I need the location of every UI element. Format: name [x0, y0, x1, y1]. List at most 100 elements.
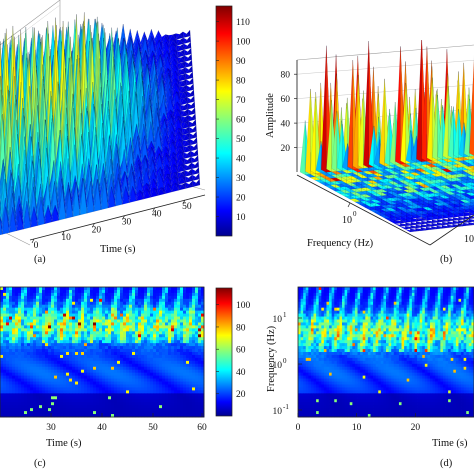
panel-a-surface-facet: [182, 31, 187, 39]
panel-b-surface-facet: [394, 223, 401, 227]
panel-a-surface-facet: [179, 37, 184, 45]
panel-a-colorbar-tick-label: 20: [236, 194, 246, 204]
panel-a-surface-facet: [170, 59, 175, 72]
panel-a-colorbar-tick-label: 80: [236, 77, 246, 87]
panel-a-surface-facet: [170, 64, 175, 78]
panel-a-surface-facet: [170, 53, 175, 66]
panel-b-freq-tick-0: 10 0: [342, 202, 357, 226]
panel-a-surface-facet: [183, 43, 188, 51]
panel-a-surface-facet: [184, 61, 189, 68]
panel-a-surface-facet: [169, 43, 174, 54]
panel-a-surface-facet: [141, 50, 146, 67]
panel-a-surface-facet: [177, 62, 186, 70]
panel-a-surface-facet: [171, 78, 176, 89]
panel-a-surface: [0, 12, 201, 236]
panel-a-surface-facet: [150, 61, 155, 95]
panel-a-surface-facet: [133, 30, 138, 51]
panel-a-colorbar-tick-label: 60: [236, 116, 246, 126]
panel-a-surface-facet: [159, 47, 164, 61]
panel-a-surface-facet: [134, 46, 139, 63]
panel-a-surface-facet: [185, 79, 190, 86]
panel-a-colorbar-tick-label: 100: [236, 38, 251, 48]
panel-b-surface-facet: [399, 226, 406, 230]
panel-c-heatmap-cell: [51, 287, 55, 291]
panel-a-surface-facet: [119, 23, 124, 54]
panel-a-surface-facet: [142, 55, 147, 79]
panel-a-surface-facet: [156, 55, 161, 69]
panel-a-surface-facet: [140, 36, 145, 55]
panel-c-heatmap-cell: [0, 287, 4, 291]
panel-a-surface-facet: [178, 69, 183, 76]
panel-b-z-ticks: 20 40 60 80: [281, 71, 297, 154]
panel-a-surface-facet: [141, 51, 146, 73]
panel-a-surface-facet: [147, 36, 152, 53]
panel-b-surface-facet: [404, 229, 411, 233]
panel-a-surface-facet: [171, 71, 176, 84]
panel-b-freq-tick-exp: 0: [353, 210, 357, 218]
panel-b-z-tick-label: 40: [281, 120, 291, 130]
panel-a-x-tick-label: 50: [182, 202, 192, 212]
panel-a-surface-facet: [149, 55, 154, 71]
panel-c-heatmap-cell: [78, 287, 82, 291]
panel-a-surface-facet: [176, 45, 181, 52]
panel-a-surface-facet: [186, 29, 191, 37]
panel-c-heatmap-cell: [75, 287, 79, 291]
panel-a-surface-facet: [188, 65, 193, 72]
panel-a-x-tick-label: 20: [92, 225, 102, 235]
panel-a-surface-facet: [163, 68, 168, 79]
panel-a-surface-facet: [166, 50, 171, 66]
panel-a-surface-facet: [157, 67, 162, 87]
panel-a-surface-facet: [187, 47, 192, 55]
panel-c-heatmap-cell: [27, 287, 31, 291]
panel-b-surface-facet: [416, 40, 422, 163]
panel-a-surface-facet: [177, 57, 182, 64]
panel-c-heatmap-cell: [72, 287, 76, 291]
panel-c-heatmap-cell: [57, 287, 61, 291]
panel-a-surface-facet: [153, 54, 158, 81]
panel-a-surface-facet: [156, 55, 161, 81]
panel-c-heatmap-cell: [18, 287, 22, 291]
panel-b-zlabel: Amplitude: [265, 93, 276, 138]
panel-a-surface-facet: [148, 37, 153, 59]
panel-c-heatmap-cell: [63, 287, 67, 291]
panel-b-surface-facet: [395, 46, 401, 165]
panel-a-surface-facet: [155, 39, 160, 57]
panel-c-heatmap-cell: [60, 287, 64, 291]
panel-a-surface-facet: [126, 28, 131, 52]
panel-b-z-tick-label: 20: [281, 144, 291, 154]
panel-a-surface-facet: [134, 43, 139, 74]
panel-b-z-tick-label: 80: [281, 71, 291, 81]
panel-a-surface-facet: [177, 62, 182, 70]
panel-c-heatmap-cell: [3, 287, 7, 291]
panel-a-surface-facet: [175, 33, 180, 40]
panel-a-surface-facet: [163, 56, 168, 73]
panel-a-surface-facet: [187, 53, 193, 61]
panel-c-heatmap-cell: [21, 287, 25, 291]
panel-a-surface-facet: [173, 49, 178, 58]
panel-a-surface-facet: [161, 36, 167, 50]
panel-b: 20 40 60 80 Amplitude 10 0 Frequency (Hz) 1…: [265, 40, 474, 265]
panel-a-surface-facet: [131, 39, 136, 68]
panel-a-surface-facet: [149, 54, 154, 83]
panel-a-surface-facet: [136, 52, 141, 98]
panel-a-surface-facet: [180, 49, 185, 57]
panel-c-heatmap-cell: [66, 287, 70, 291]
panel-a-label: (a): [34, 254, 46, 265]
panel-a-surface-facet: [145, 51, 150, 71]
panel-c-heatmap-cell: [30, 287, 34, 291]
panel-a-surface-facet: [142, 63, 147, 85]
panel-a-x-tick-label: 40: [152, 210, 162, 220]
panel-a-surface-facet: [167, 56, 172, 72]
panel-c-heatmap-cell: [39, 287, 43, 291]
panel-a-surface-facet: [143, 63, 148, 91]
panel-a-x-tick-label: 10: [61, 233, 71, 243]
panel-a-colorbar-tick-label: 50: [236, 135, 246, 145]
panel-a-surface-facet: [169, 39, 174, 48]
panel-a-surface-facet: [181, 67, 186, 74]
panel-a-surface-facet: [181, 61, 186, 68]
panel-b-xlabel: Frequency (Hz): [307, 238, 374, 249]
panel-b-z-tick-label: 60: [281, 95, 291, 105]
panel-a-surface-facet: [183, 49, 189, 56]
panel-a-colorbar-tick-label: 110: [236, 18, 250, 28]
panel-a-surface-facet: [164, 69, 169, 85]
